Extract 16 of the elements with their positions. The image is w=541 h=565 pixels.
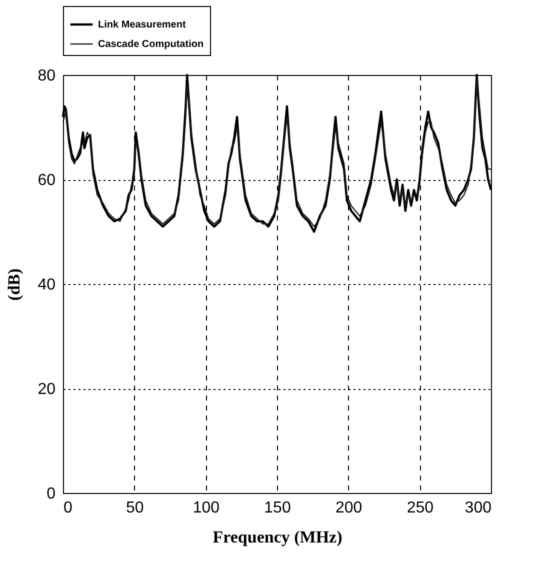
y-axis-title: (dB) [4, 268, 24, 301]
x-tick-label: 0 [64, 500, 72, 516]
legend-label: Link Measurement [98, 20, 186, 30]
y-tick-label: 0 [46, 486, 56, 502]
x-tick-label: 300 [464, 500, 492, 516]
x-tick-label: 100 [192, 500, 220, 516]
y-tick-label: 80 [38, 68, 56, 84]
y-tick-label: 40 [38, 276, 56, 294]
x-tick-label: 200 [335, 500, 362, 516]
x-tick-label: 150 [264, 500, 291, 516]
x-tick-label: 250 [406, 500, 434, 516]
x-tick-label: 50 [126, 500, 144, 516]
x-axis-title: Frequency (MHz) [212, 528, 342, 546]
legend-label: Cascade Computation [98, 39, 204, 50]
y-tick-label: 20 [38, 381, 56, 398]
y-tick-label: 60 [38, 172, 56, 189]
